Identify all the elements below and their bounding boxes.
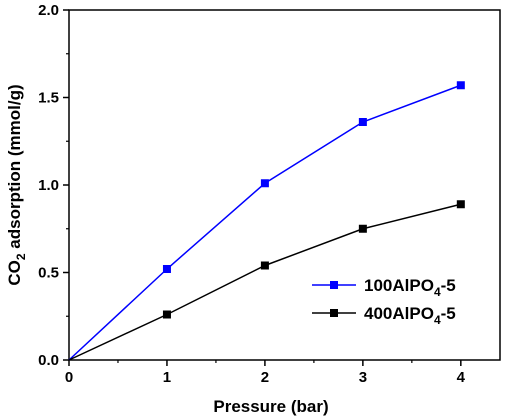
legend-label-rest: -5: [441, 304, 456, 323]
data-point: [260, 179, 269, 188]
legend-label: 400AlPO4-5: [364, 304, 456, 327]
legend-marker: [330, 281, 338, 289]
y-axis-ticks: 0.0 0.5 1.0 1.5 2.0: [38, 2, 69, 369]
data-point: [162, 265, 171, 273]
x-tick-label: 2: [261, 369, 269, 386]
legend-label-subscript: 4: [434, 285, 441, 299]
y-tick-label: 0.5: [38, 265, 59, 282]
series-1: [68, 81, 465, 361]
x-axis-ticks: 0 1 2 3 4: [65, 360, 466, 386]
y-tick-label: 2.0: [38, 2, 59, 19]
data-point: [358, 118, 367, 126]
data-point: [358, 224, 367, 233]
y-axis-title: CO2 adsorption (mmol/g): [5, 84, 28, 285]
plot-frame: [68, 9, 501, 361]
series-layer: [68, 81, 465, 361]
data-point: [456, 200, 465, 209]
y-tick-label: 1.0: [38, 177, 59, 194]
x-tick-label: 1: [163, 369, 171, 386]
legend-item-1: 100AlPO4-5: [312, 276, 456, 299]
y-axis-title-rest: adsorption (mmol/g): [5, 84, 24, 253]
y-tick-label: 1.5: [38, 90, 59, 107]
legend-label-subscript: 4: [434, 313, 441, 327]
y-axis-title-subscript: 2: [14, 253, 28, 260]
x-tick-label: 4: [457, 369, 466, 386]
legend-label: 100AlPO4-5: [364, 276, 456, 299]
legend-label-prefix: 100AlPO: [364, 276, 434, 295]
plot-border: [68, 9, 501, 361]
y-tick-label: 0.0: [38, 352, 59, 369]
x-tick-label: 0: [65, 369, 73, 386]
series-2: [68, 200, 465, 361]
data-point: [260, 261, 269, 270]
y-axis-title-prefix: CO: [5, 260, 24, 286]
legend-label-rest: -5: [441, 276, 456, 295]
x-tick-label: 3: [359, 369, 367, 386]
data-point: [456, 81, 465, 90]
x-axis-title: Pressure (bar): [213, 397, 328, 416]
legend-marker: [330, 309, 338, 317]
data-point: [162, 310, 171, 319]
legend-label-prefix: 400AlPO: [364, 304, 434, 323]
legend-item-2: 400AlPO4-5: [312, 304, 456, 327]
